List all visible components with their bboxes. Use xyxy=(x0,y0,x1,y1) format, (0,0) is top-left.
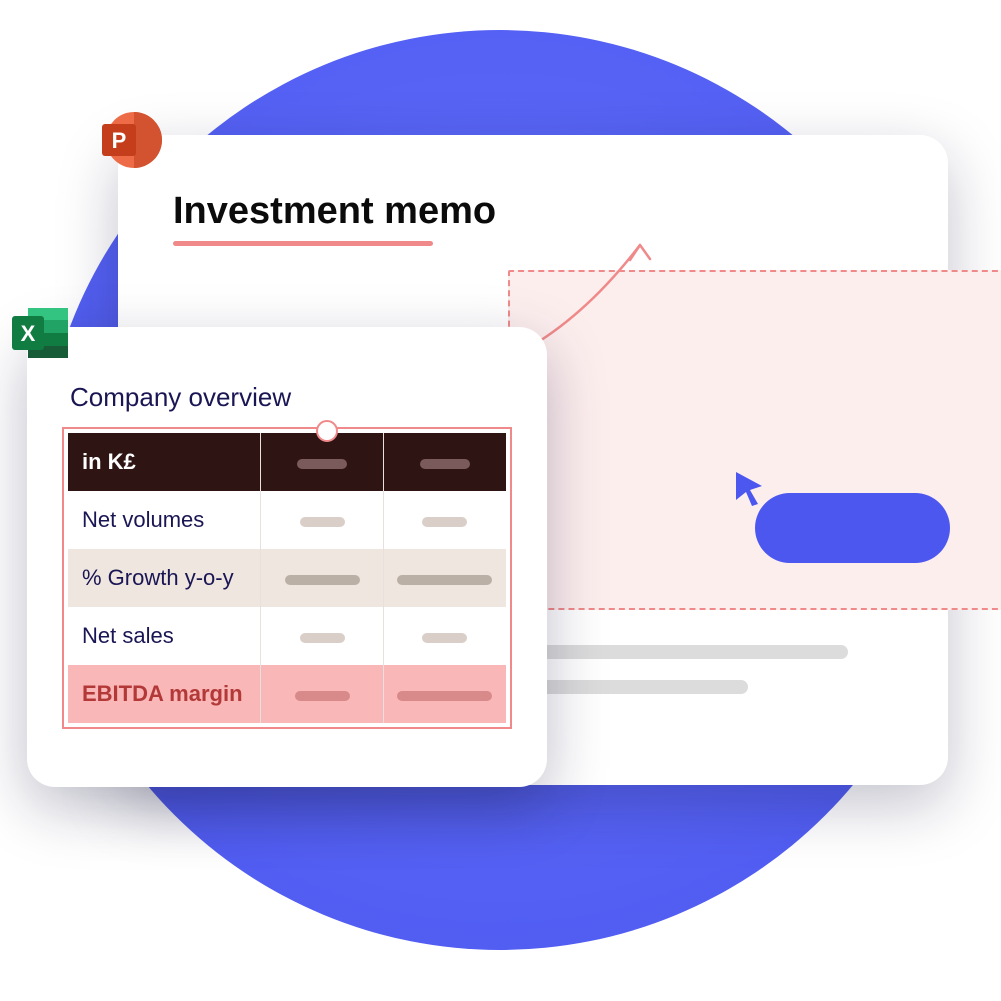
row-label: Net sales xyxy=(68,607,261,665)
excel-card: Company overview in K£ Net volumes % Gro… xyxy=(27,327,547,787)
table-header-col xyxy=(383,433,506,491)
row-value xyxy=(261,665,384,723)
row-value xyxy=(383,665,506,723)
row-value xyxy=(383,491,506,549)
value-placeholder xyxy=(285,575,360,585)
row-value xyxy=(383,549,506,607)
value-placeholder xyxy=(397,691,492,701)
table-row: EBITDA margin xyxy=(68,665,506,723)
ppt-title-underline xyxy=(173,241,433,246)
table-row: Net sales xyxy=(68,607,506,665)
row-value xyxy=(261,549,384,607)
row-label: % Growth y-o-y xyxy=(68,549,261,607)
svg-text:X: X xyxy=(21,321,36,346)
value-placeholder xyxy=(295,691,350,701)
table-row: % Growth y-o-y xyxy=(68,549,506,607)
table-row: Net volumes xyxy=(68,491,506,549)
excel-icon: X xyxy=(10,302,72,364)
cursor-pointer-icon xyxy=(730,468,770,508)
data-table-selection[interactable]: in K£ Net volumes % Growth y-o-y Net sal… xyxy=(62,427,512,729)
table-header-label: in K£ xyxy=(68,433,261,491)
value-placeholder xyxy=(300,633,345,643)
cursor-label-pill xyxy=(755,493,950,563)
selection-handle-icon[interactable] xyxy=(316,420,338,442)
data-table: in K£ Net volumes % Growth y-o-y Net sal… xyxy=(68,433,506,723)
row-value xyxy=(261,607,384,665)
powerpoint-icon: P xyxy=(98,108,162,172)
placeholder-text-line xyxy=(508,645,848,659)
value-placeholder xyxy=(422,517,467,527)
value-placeholder xyxy=(420,459,470,469)
row-value xyxy=(261,491,384,549)
svg-text:P: P xyxy=(112,128,127,153)
excel-title: Company overview xyxy=(70,382,512,413)
row-label: EBITDA margin xyxy=(68,665,261,723)
table-header-row: in K£ xyxy=(68,433,506,491)
value-placeholder xyxy=(397,575,492,585)
row-label: Net volumes xyxy=(68,491,261,549)
ppt-title: Investment memo xyxy=(173,190,893,233)
value-placeholder xyxy=(422,633,467,643)
row-value xyxy=(383,607,506,665)
value-placeholder xyxy=(297,459,347,469)
table-header-col xyxy=(261,433,384,491)
value-placeholder xyxy=(300,517,345,527)
